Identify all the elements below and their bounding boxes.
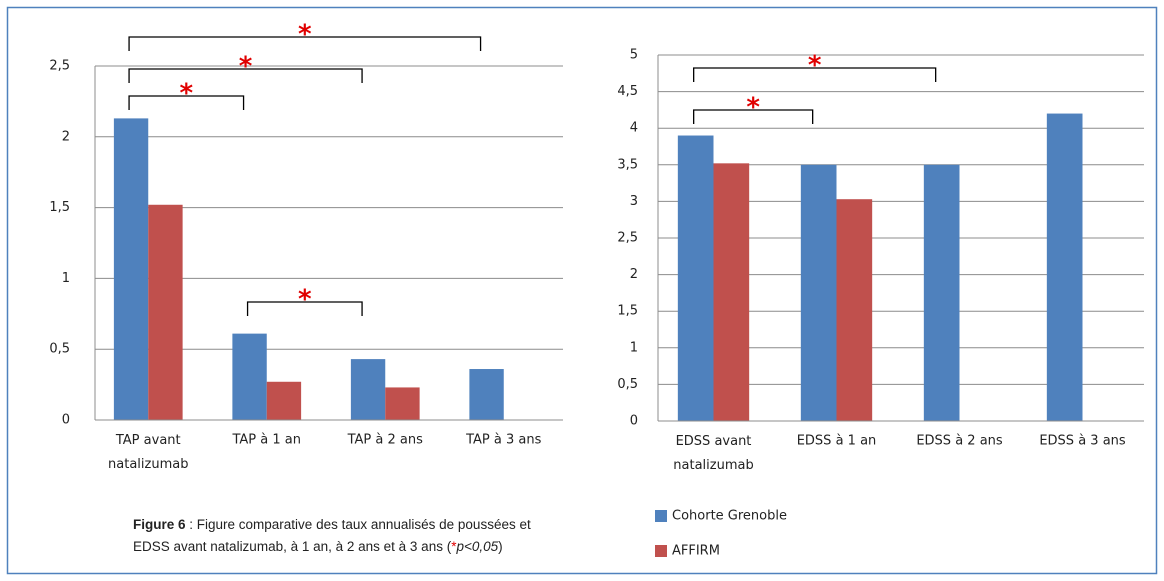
caption-text: : Figure comparative des taux annualisés… [133,517,531,554]
caption: Figure 6 : Figure comparative des taux a… [133,514,553,558]
significance-bracket [693,67,937,82]
frame [6,6,1158,575]
y-tick-label: 2 [630,267,638,282]
y-tick-label: 5 [630,48,638,63]
y-tick-label: 3 [630,194,638,209]
y-tick-label: 4 [630,121,638,136]
x-tick-label-line: TAP avant [115,433,181,448]
significance-star: * [180,79,194,109]
x-tick-label-line: natalizumab [108,457,188,472]
x-tick-label: EDSS à 2 ans [916,434,1003,449]
y-tick-label: 2,5 [617,231,638,246]
y-tick-label: 0,5 [617,377,638,392]
y-tick-label: 4,5 [617,84,638,99]
bar [1046,113,1083,421]
bar [677,135,714,421]
significance-bracket [246,301,363,316]
y-tick-label: 0 [62,413,70,428]
bar [113,118,149,420]
bar [232,333,267,420]
x-tick-label: TAP avant natalizumab [108,433,188,472]
caption-close: ) [498,539,503,554]
y-tick-label: 2 [62,129,70,144]
bar [836,199,873,421]
legend-swatch [655,510,667,522]
y-tick-label: 3,5 [617,157,638,172]
bar [800,164,837,422]
x-tick-label: TAP à 1 an [231,433,301,448]
y-tick-label: 1 [62,271,70,286]
bar [923,164,960,422]
significance-bracket [128,36,482,51]
caption-label: Figure 6 [133,517,186,532]
x-tick-label: TAP à 3 ans [465,433,542,448]
legend-label: AFFIRM [672,544,720,559]
legend-swatch [655,545,667,557]
x-tick-label: EDSS avant natalizumab [673,434,753,473]
legend-label: Cohorte Grenoble [672,509,787,524]
significance-star: * [239,52,253,82]
bar [148,204,183,420]
significance-bracket [128,95,245,110]
bar [469,369,504,420]
significance-star: * [298,20,312,50]
bar [266,381,302,420]
y-tick-label: 0,5 [49,342,70,357]
y-tick-label: 1,5 [617,304,638,319]
caption-star: * [451,539,457,554]
x-tick-label-line: EDSS avant [676,434,752,449]
y-tick-label: 1,5 [49,200,70,215]
y-tick-label: 1 [630,340,638,355]
bar [385,387,420,420]
x-tick-label: TAP à 2 ans [347,433,424,448]
significance-star: * [298,285,312,315]
significance-bracket [693,109,814,124]
x-tick-label: EDSS à 1 an [797,434,877,449]
bar [350,359,386,420]
x-tick-label: EDSS à 3 ans [1039,434,1126,449]
caption-p: p<0,05 [456,539,499,554]
bar [713,163,750,421]
y-tick-label: 0 [630,414,638,429]
y-tick-label: 2,5 [49,59,70,74]
x-tick-label-line: natalizumab [673,458,753,473]
significance-bracket [128,68,363,83]
significance-star: * [746,93,760,123]
significance-star: * [808,51,822,81]
